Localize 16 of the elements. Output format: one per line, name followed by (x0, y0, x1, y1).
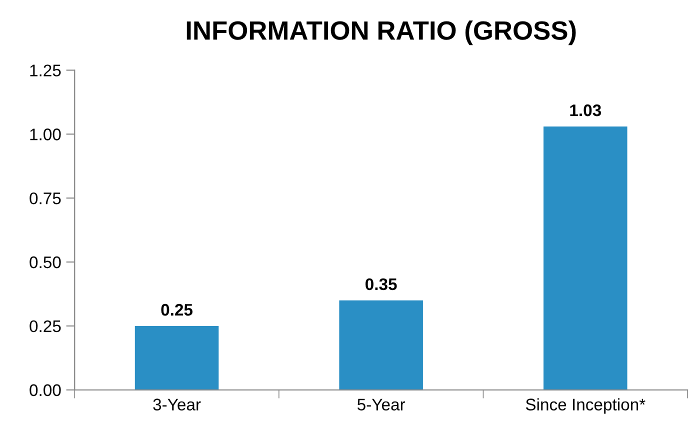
x-tick-label: 5-Year (358, 398, 406, 410)
data-label: 0.25 (161, 304, 193, 316)
y-tick-label: 0.75 (30, 192, 61, 204)
data-label: 1.03 (570, 104, 602, 116)
y-tick-label: 1.25 (30, 64, 61, 76)
x-tick-label: 3-Year (153, 398, 201, 410)
y-tick-label: 0.50 (30, 256, 61, 268)
y-tick-label: 0.00 (30, 384, 61, 396)
data-label: 0.35 (366, 278, 397, 290)
bar (134, 326, 219, 390)
bar (339, 300, 423, 390)
y-tick-label: 1.00 (30, 128, 61, 140)
chart-title: INFORMATION RATIO (GROSS) (186, 20, 576, 46)
bar (544, 126, 628, 390)
x-tick-label: Since Inception* (526, 398, 646, 414)
y-tick-label: 0.25 (30, 320, 61, 332)
